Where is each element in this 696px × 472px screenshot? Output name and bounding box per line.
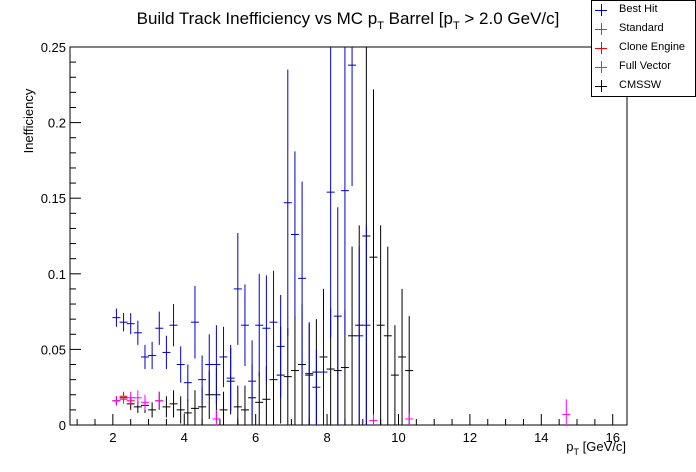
series-best-hit xyxy=(112,47,371,425)
series-layer xyxy=(112,47,571,425)
legend-label: Full Vector xyxy=(619,60,671,72)
chart-title: Build Track Inefficiency vs MC pT Barrel… xyxy=(137,9,560,32)
legend-label: Clone Engine xyxy=(619,41,686,53)
x-tick-label: 8 xyxy=(323,430,330,445)
x-axis: 2 4 6 8 10 12 14 16 xyxy=(76,414,620,445)
x-tick-label: 16 xyxy=(605,430,619,445)
legend-item: Clone Engine xyxy=(592,39,695,58)
legend-label: CMSSW xyxy=(619,79,662,91)
legend-label: Standard xyxy=(619,22,664,34)
legend-marker xyxy=(595,61,607,73)
legend-marker xyxy=(595,23,607,35)
legend-marker xyxy=(595,42,607,54)
legend-item: CMSSW xyxy=(592,77,695,96)
legend-marker xyxy=(595,4,607,16)
x-tick-label: 10 xyxy=(391,430,405,445)
legend-item: Best Hit xyxy=(592,1,695,20)
legend-item: Full Vector xyxy=(592,58,695,77)
y-tick-label: 0.25 xyxy=(41,40,66,55)
legend-item: Standard xyxy=(592,20,695,39)
y-axis-label: Inefficiency xyxy=(21,88,36,153)
y-axis: 0 0.05 0.1 0.15 0.2 0.25 xyxy=(41,40,81,433)
legend-marker xyxy=(595,80,607,92)
series-full-vector xyxy=(112,390,571,425)
y-tick-label: 0.2 xyxy=(48,116,66,131)
series-cmssw xyxy=(112,47,414,425)
y-tick-label: 0.05 xyxy=(41,342,66,357)
y-tick-label: 0.15 xyxy=(41,191,66,206)
y-tick-label: 0.1 xyxy=(48,267,66,282)
y-tick-label: 0 xyxy=(59,418,66,433)
x-tick-label: 4 xyxy=(181,430,188,445)
x-tick-label: 6 xyxy=(252,430,259,445)
x-tick-label: 12 xyxy=(463,430,477,445)
x-axis-label: pT [GeV/c] xyxy=(566,439,626,457)
x-tick-label: 14 xyxy=(534,430,548,445)
legend: Best Hit Standard Clone Engine Full Vector C… xyxy=(591,0,696,97)
legend-label: Best Hit xyxy=(619,3,658,15)
x-tick-label: 2 xyxy=(109,430,116,445)
plot-frame xyxy=(69,46,628,426)
